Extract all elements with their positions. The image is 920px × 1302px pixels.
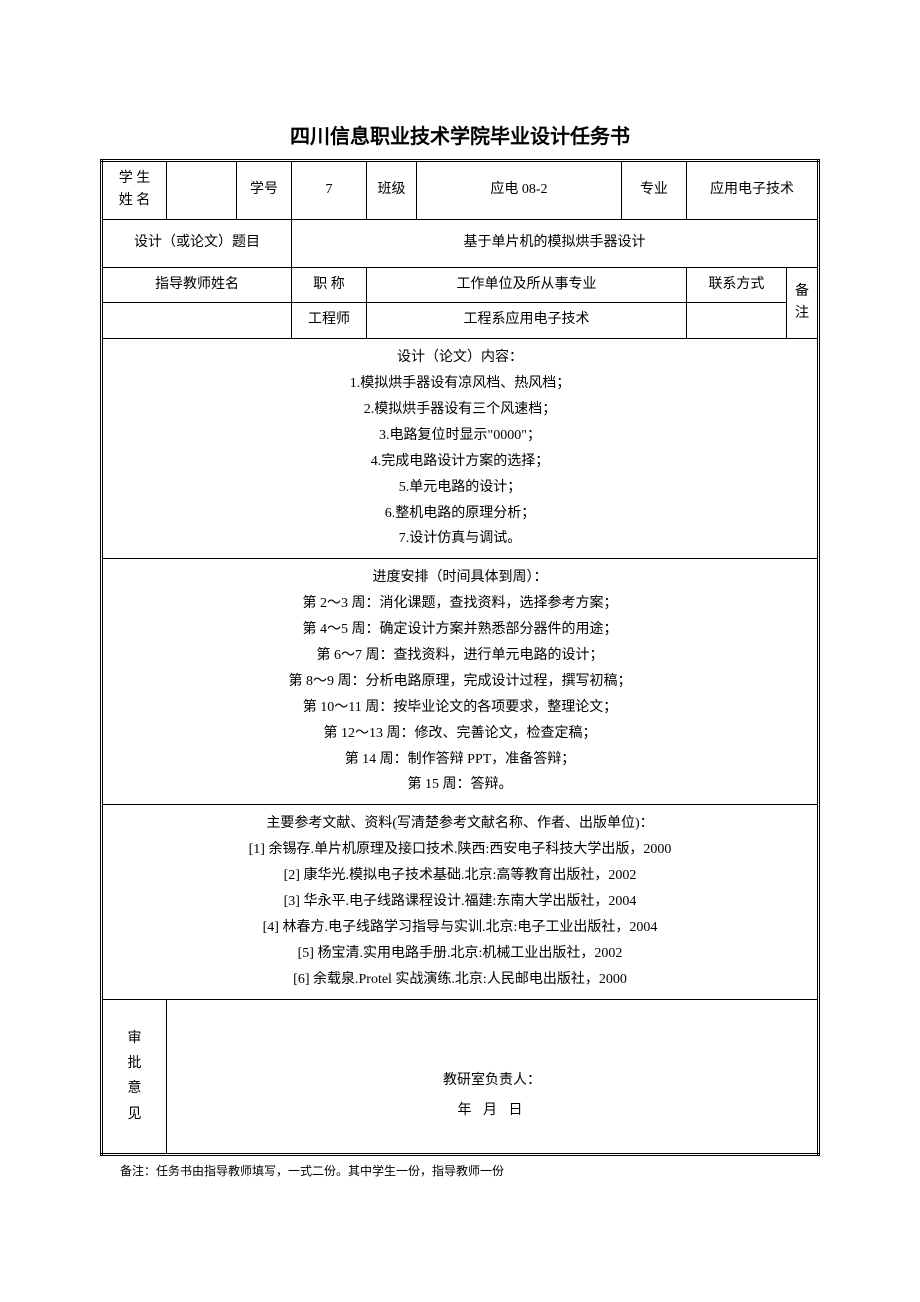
unit-label: 工作单位及所从事专业	[367, 267, 687, 302]
list-item: 第 15 周：答辩。	[111, 772, 809, 798]
advisor-name-label: 指导教师姓名	[102, 267, 292, 302]
class-label: 班级	[367, 161, 417, 220]
schedule-heading: 进度安排（时间具体到周）：	[111, 565, 809, 591]
list-item: 第 2～3 周：消化课题，查找资料，选择参考方案；	[111, 591, 809, 617]
list-item: 3.电路复位时显示"0000"；	[111, 423, 809, 449]
unit-value: 工程系应用电子技术	[367, 303, 687, 339]
list-item: [6] 余载泉.Protel 实战演练.北京:人民邮电出版社，2000	[111, 967, 809, 993]
list-item: 第 4～5 周：确定设计方案并熟悉部分器件的用途；	[111, 617, 809, 643]
major-value: 应用电子技术	[686, 161, 818, 220]
references-heading: 主要参考文献、资料(写清楚参考文献名称、作者、出版单位)：	[111, 811, 809, 837]
list-item: [5] 杨宝清.实用电路手册.北京:机械工业出版社，2002	[111, 941, 809, 967]
remark-label: 备注	[786, 267, 818, 338]
list-item: 第 10～11 周：按毕业论文的各项要求，整理论文；	[111, 695, 809, 721]
list-item: 第 14 周：制作答辩 PPT，准备答辩；	[111, 747, 809, 773]
references-cell: 主要参考文献、资料(写清楚参考文献名称、作者、出版单位)： [1] 余锡存.单片…	[102, 805, 819, 999]
list-item: 5.单元电路的设计；	[111, 475, 809, 501]
approval-responsible: 教研室负责人：	[175, 1066, 809, 1097]
list-item: [4] 林春方.电子线路学习指导与实训.北京:电子工业出版社，2004	[111, 915, 809, 941]
list-item: 1.模拟烘手器设有凉风档、热风档；	[111, 371, 809, 397]
student-name-value	[167, 161, 237, 220]
list-item: 第 8～9 周：分析电路原理，完成设计过程，撰写初稿；	[111, 669, 809, 695]
student-name-label: 学 生 姓 名	[102, 161, 167, 220]
approval-date: 年 月 日	[175, 1096, 809, 1127]
list-item: 6.整机电路的原理分析；	[111, 501, 809, 527]
schedule-cell: 进度安排（时间具体到周）： 第 2～3 周：消化课题，查找资料，选择参考方案；第…	[102, 559, 819, 805]
title-label: 职 称	[292, 267, 367, 302]
list-item: 第 12～13 周：修改、完善论文，检查定稿；	[111, 721, 809, 747]
list-item: [1] 余锡存.单片机原理及接口技术.陕西:西安电子科技大学出版，2000	[111, 837, 809, 863]
list-item: 7.设计仿真与调试。	[111, 526, 809, 552]
student-id-value: 7	[292, 161, 367, 220]
topic-value: 基于单片机的模拟烘手器设计	[292, 219, 819, 267]
contact-label: 联系方式	[686, 267, 786, 302]
advisor-name-value	[102, 303, 292, 339]
list-item: 2.模拟烘手器设有三个风速档；	[111, 397, 809, 423]
student-id-label: 学号	[237, 161, 292, 220]
approval-content-cell: 教研室负责人： 年 月 日	[167, 999, 819, 1155]
major-label: 专业	[621, 161, 686, 220]
class-value: 应电 08-2	[417, 161, 622, 220]
topic-label: 设计（或论文）题目	[102, 219, 292, 267]
list-item: [2] 康华光.模拟电子技术基础.北京:高等教育出版社，2002	[111, 863, 809, 889]
list-item: 4.完成电路设计方案的选择；	[111, 449, 809, 475]
design-content-heading: 设计（论文）内容：	[111, 345, 809, 371]
document-title: 四川信息职业技术学院毕业设计任务书	[100, 120, 820, 149]
list-item: [3] 华永平.电子线路课程设计.福建:东南大学出版社，2004	[111, 889, 809, 915]
list-item: 第 6～7 周：查找资料，进行单元电路的设计；	[111, 643, 809, 669]
contact-value	[686, 303, 786, 339]
design-content-cell: 设计（论文）内容： 1.模拟烘手器设有凉风档、热风档；2.模拟烘手器设有三个风速…	[102, 339, 819, 559]
approval-label: 审 批 意 见	[102, 999, 167, 1155]
task-form-table: 学 生 姓 名 学号 7 班级 应电 08-2 专业 应用电子技术 设计（或论文…	[100, 159, 820, 1156]
footnote: 备注：任务书由指导教师填写，一式二份。其中学生一份，指导教师一份	[100, 1162, 820, 1179]
title-value: 工程师	[292, 303, 367, 339]
